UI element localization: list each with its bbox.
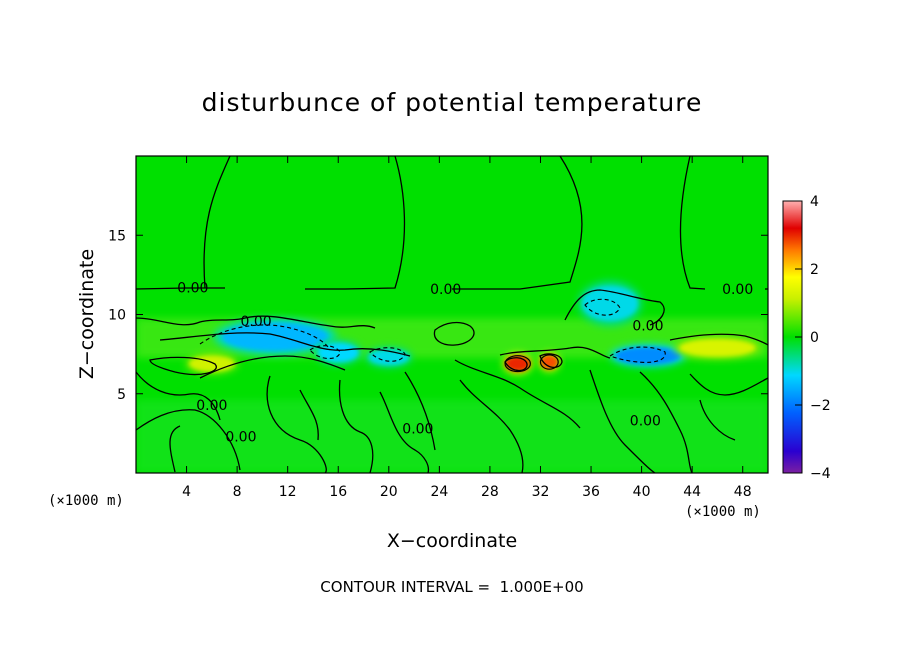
contour-label: 0.00	[630, 414, 661, 430]
contour-line	[679, 156, 706, 290]
contour-label: 0.00	[196, 398, 227, 414]
anomaly-region	[221, 322, 329, 351]
contour-line	[404, 371, 436, 451]
contour-line	[459, 379, 524, 473]
contour-line	[305, 156, 406, 290]
contour-line	[639, 371, 693, 473]
x-unit-right: (×1000 m)	[685, 504, 761, 520]
x-tick-label: 44	[683, 484, 701, 500]
contour-line	[608, 346, 666, 363]
contour-line	[266, 375, 327, 473]
contour-line	[699, 399, 736, 441]
contour-lines	[136, 156, 768, 473]
x-tick-label: 12	[279, 484, 297, 500]
x-tick-label: 40	[633, 484, 651, 500]
contour-line	[452, 156, 583, 290]
contour-line	[159, 332, 411, 357]
contour-line	[504, 357, 528, 372]
colorbar-tick-label: 4	[810, 194, 819, 210]
contour-line	[369, 347, 406, 362]
contour-line	[136, 315, 376, 329]
contour-line	[203, 156, 231, 289]
contour-line	[199, 324, 331, 351]
colorbar-tick-label: −2	[810, 398, 831, 414]
contour-label: 0.00	[402, 422, 433, 438]
contour-line	[454, 359, 581, 429]
anomaly-contour	[504, 355, 531, 373]
y-tick-label: 10	[108, 308, 126, 324]
y-axis-label: Z−coordinate	[76, 249, 98, 379]
negative-contours	[199, 298, 666, 363]
contour-line	[136, 409, 241, 471]
anomaly-region	[540, 354, 559, 370]
contour-line	[199, 355, 346, 379]
contour-label: 0.00	[632, 319, 663, 335]
x-tick-label: 32	[532, 484, 550, 500]
contour-line	[149, 356, 217, 376]
anomaly-region	[318, 343, 359, 363]
chart-title: disturbunce of potential temperature	[202, 88, 703, 117]
contour-line	[169, 425, 181, 473]
contour-label: 0.00	[225, 430, 256, 446]
contour-line	[136, 371, 221, 421]
y-tick-label: 5	[117, 387, 126, 403]
anomaly-region	[679, 339, 756, 357]
colorbar-tick-label: 2	[810, 262, 819, 278]
contour-line	[584, 298, 621, 316]
contour-label: 0.00	[177, 281, 208, 297]
contour-line	[309, 345, 341, 360]
colorbar-ticks: 4 2 0 −2 −4	[795, 194, 831, 482]
x-tick-label: 28	[481, 484, 499, 500]
contour-label: 0.00	[722, 282, 753, 298]
contour-line	[433, 321, 475, 346]
colorbar: 4 2 0 −2 −4	[782, 194, 831, 482]
low-level-band	[136, 400, 768, 473]
contour-line	[379, 391, 430, 473]
x-tick-label: 16	[329, 484, 347, 500]
contour-labels: 0.00 0.00 0.00 0.00 0.00 0.00 0.00 0.00 0.00	[177, 281, 753, 446]
contour-line	[539, 353, 563, 368]
contour-label: 0.00	[430, 282, 461, 298]
contour-line	[338, 379, 374, 473]
contour-line	[689, 373, 768, 396]
contour-interval-note: CONTOUR INTERVAL = 1.000E+00	[320, 578, 583, 596]
contour-line	[299, 389, 319, 441]
contour-line	[499, 346, 611, 359]
contour-line	[669, 333, 768, 346]
x-tick-label: 48	[734, 484, 752, 500]
x-axis-ticks: 4 8 12 16 20 24 28 32 36 40 44 48	[182, 156, 752, 500]
y-tick-label: 15	[108, 228, 126, 244]
colorbar-tick-label: 0	[810, 330, 819, 346]
x-tick-label: 8	[233, 484, 242, 500]
anomaly-contour	[539, 354, 559, 370]
x-axis-label: X−coordinate	[387, 530, 517, 552]
contour-line	[136, 287, 225, 290]
y-axis-ticks: 5 10 15	[108, 228, 768, 403]
x-tick-label: 36	[582, 484, 600, 500]
x-unit-left: (×1000 m)	[48, 493, 124, 509]
contour-label: 0.00	[240, 314, 271, 330]
x-tick-label: 24	[430, 484, 448, 500]
colorbar-tick-label: −4	[810, 466, 831, 482]
contour-line	[589, 369, 656, 473]
anomaly-regions	[185, 280, 762, 374]
contour-line	[564, 289, 665, 326]
x-tick-label: 4	[182, 484, 191, 500]
x-tick-label: 20	[380, 484, 398, 500]
